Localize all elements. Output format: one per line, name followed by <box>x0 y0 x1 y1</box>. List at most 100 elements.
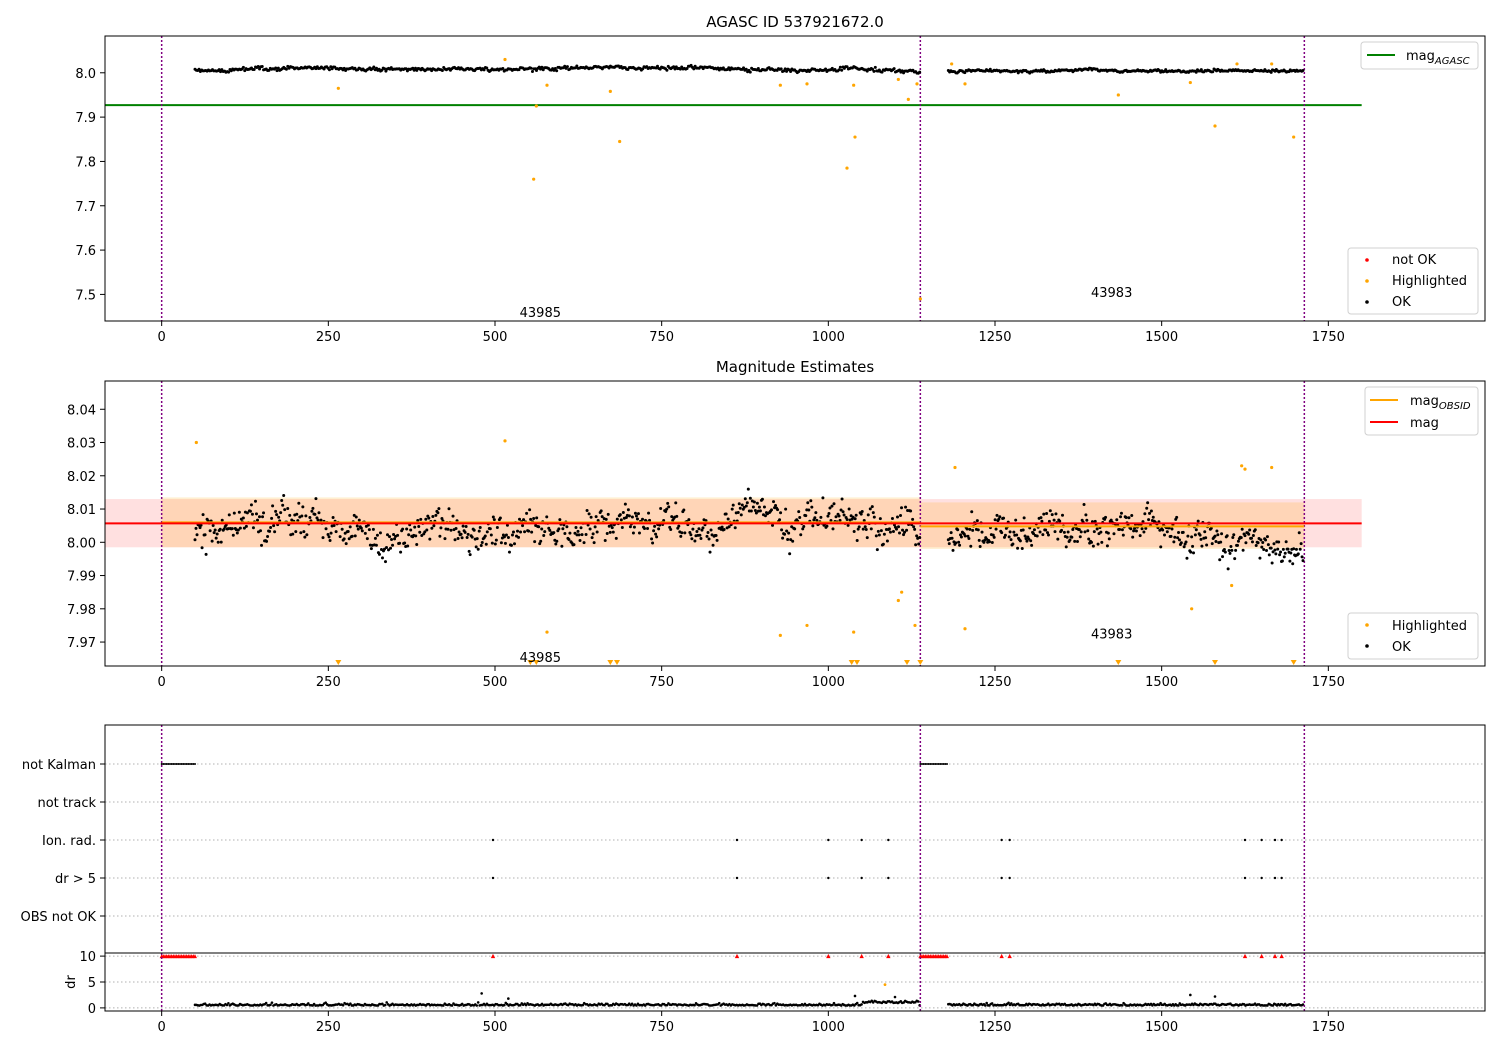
dr-point <box>985 1001 988 1005</box>
dr-clipped-marker <box>1007 953 1012 959</box>
ok-point <box>1196 519 1200 523</box>
ok-point <box>389 546 393 550</box>
ok-point <box>1144 526 1148 530</box>
ok-point <box>250 512 254 516</box>
highlighted-point <box>503 439 507 443</box>
ok-point <box>1095 527 1099 531</box>
ok-point <box>457 530 461 534</box>
flag-marker <box>167 763 170 765</box>
ok-point <box>1210 542 1214 546</box>
ok-point <box>1085 518 1089 522</box>
ok-point <box>956 528 960 532</box>
ok-point <box>314 497 318 501</box>
ok-point <box>248 509 252 513</box>
ok-point <box>756 66 760 70</box>
ok-point <box>1062 530 1066 534</box>
dr-point <box>832 1001 836 1005</box>
ok-point <box>891 529 895 533</box>
flag-marker <box>1008 838 1011 842</box>
highlighted-below-marker <box>607 660 614 665</box>
ok-point <box>396 533 400 537</box>
ok-point <box>868 507 872 511</box>
ok-point <box>810 505 814 509</box>
ok-point <box>334 530 338 534</box>
ok-point <box>585 508 589 512</box>
ok-point <box>1039 516 1043 520</box>
x-tick-label: 1750 <box>1312 675 1345 690</box>
ok-point <box>864 527 868 531</box>
highlighted-point <box>608 89 612 94</box>
ok-point <box>380 556 384 560</box>
ok-point <box>1213 534 1217 538</box>
ok-point <box>706 530 710 534</box>
ok-point <box>589 515 593 519</box>
ok-point <box>218 527 222 531</box>
ok-point <box>308 515 312 519</box>
flag-marker <box>919 763 922 765</box>
ok-point <box>778 518 782 522</box>
ok-point <box>1261 540 1265 544</box>
ok-point <box>680 531 684 535</box>
ok-point <box>454 526 458 530</box>
ok-point <box>1247 532 1251 536</box>
ok-point <box>1066 530 1070 534</box>
x-tick-label: 500 <box>483 330 508 345</box>
ok-point <box>914 543 918 547</box>
ok-point <box>483 534 487 538</box>
dr-point <box>227 1001 230 1005</box>
agasc-panel: AGASC ID 537921672.0 43985 43983 0 250 500 75… <box>75 13 1486 345</box>
ok-point <box>860 510 864 514</box>
ok-point <box>1146 501 1150 505</box>
ok-point <box>882 532 886 536</box>
ok-point <box>271 504 275 508</box>
ok-point <box>1301 68 1305 72</box>
flag-marker <box>922 763 925 765</box>
ok-point <box>216 540 220 544</box>
highlighted-point <box>194 440 198 445</box>
ok-point <box>603 539 607 543</box>
ok-point <box>861 527 865 531</box>
ok-point <box>967 536 971 540</box>
ok-point <box>540 65 544 69</box>
ok-point <box>1179 541 1183 545</box>
ok-point <box>1256 541 1260 545</box>
ok-point <box>1175 515 1179 519</box>
dr-point <box>916 1000 920 1003</box>
ok-point <box>870 505 874 509</box>
ok-point <box>714 533 718 537</box>
ok-point <box>988 540 992 544</box>
ok-point <box>695 529 699 533</box>
ok-point <box>560 544 564 548</box>
ok-point <box>888 530 892 534</box>
ok-point <box>845 518 849 522</box>
ok-point <box>788 552 792 556</box>
ok-point <box>220 518 224 522</box>
ok-point <box>950 536 954 540</box>
ok-point <box>275 69 279 73</box>
ok-point <box>1258 556 1262 560</box>
ok-point <box>387 548 391 552</box>
ok-point <box>1225 534 1229 538</box>
ok-point <box>373 536 377 540</box>
dr-point <box>1007 1001 1010 1005</box>
ok-point <box>1130 513 1134 517</box>
ok-point <box>804 514 808 518</box>
ok-point <box>744 504 748 508</box>
flag-marker <box>887 876 890 880</box>
ok-point <box>640 517 644 521</box>
ok-point <box>970 510 974 514</box>
obsid-label: 43983 <box>1091 286 1132 301</box>
ok-point <box>992 535 996 539</box>
x-tick-label: 750 <box>649 675 674 690</box>
ok-point <box>1129 527 1133 531</box>
ok-point <box>340 527 344 531</box>
dr-point <box>693 1003 696 1007</box>
ok-point <box>301 505 305 509</box>
ok-point <box>1243 534 1247 538</box>
ok-point <box>711 543 715 547</box>
ok-point <box>1281 547 1285 551</box>
ok-point <box>468 553 472 557</box>
ok-point <box>726 517 730 521</box>
ok-point <box>770 508 774 512</box>
ok-point <box>705 534 709 538</box>
